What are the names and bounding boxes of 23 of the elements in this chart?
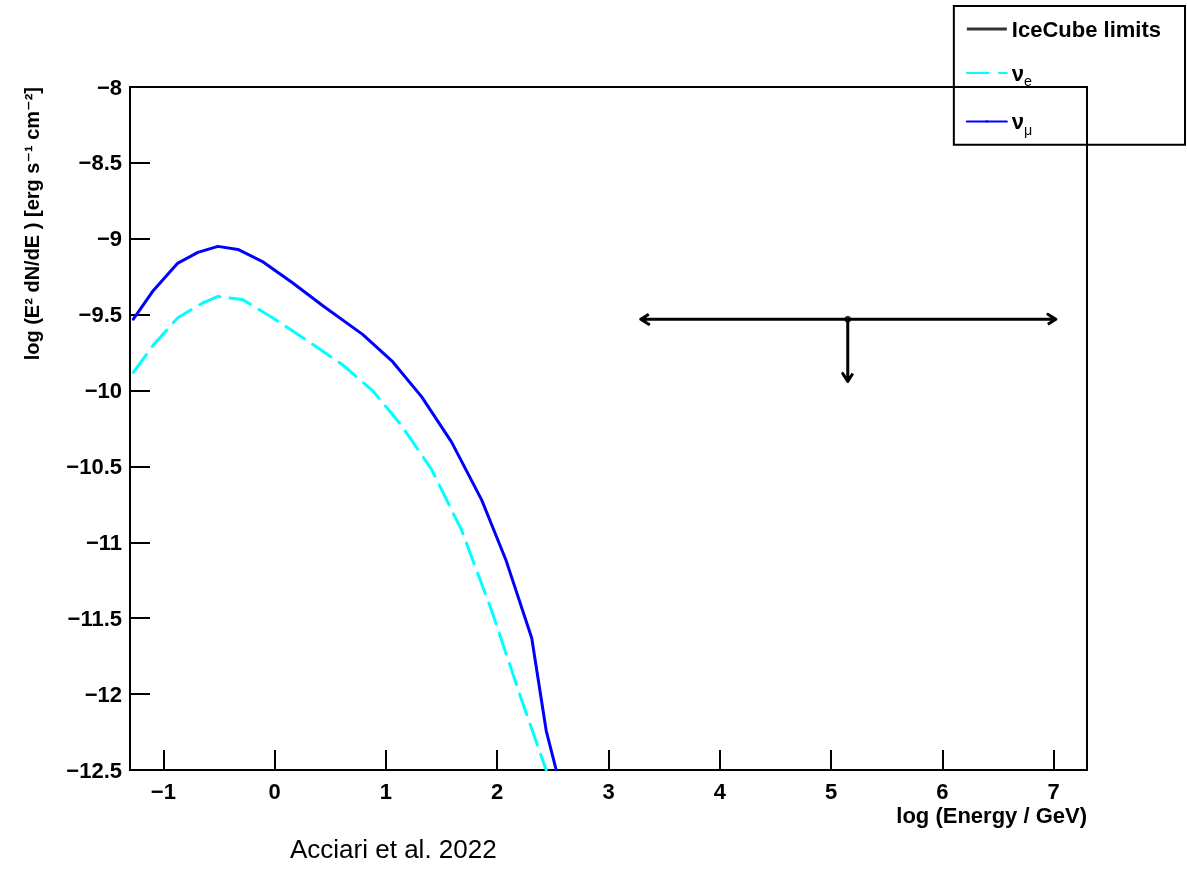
x-tick-label: −1	[150, 778, 176, 804]
y-tick-label: −9.5	[78, 302, 122, 328]
text: Acciari et al. 2022	[290, 834, 497, 864]
x-tick-label: 1	[379, 778, 393, 804]
y-tick-label: −10	[84, 378, 122, 404]
y-tick-label: −11	[85, 529, 122, 555]
x-tick-label: 4	[713, 778, 727, 804]
y-tick-label: −12.5	[66, 757, 122, 783]
x-tick-label: 5	[824, 778, 838, 804]
x-tick-label: 3	[602, 778, 615, 804]
x-tick-label: 7	[1047, 778, 1060, 804]
y-axis-title: log (E² dN/dE ) [erg s⁻¹ cm⁻²]	[21, 87, 43, 361]
y-tick-label: −12	[84, 681, 122, 707]
x-tick-label: 2	[491, 778, 504, 804]
y-tick-label: −8	[96, 74, 122, 100]
y-tick-label: −11.5	[67, 605, 122, 631]
y-tick-label: −8.5	[78, 150, 122, 176]
x-tick-label: 6	[936, 778, 949, 804]
legend-label: IceCube limits	[1011, 16, 1161, 42]
x-axis-title: log (Energy / GeV)	[896, 802, 1087, 828]
y-tick-label: −9	[96, 226, 122, 252]
y-tick-label: −10.5	[66, 453, 122, 479]
x-tick-label: 0	[268, 778, 281, 804]
